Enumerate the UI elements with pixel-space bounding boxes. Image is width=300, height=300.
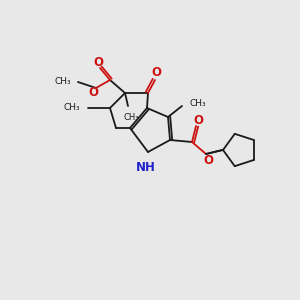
- Text: O: O: [203, 154, 213, 166]
- Text: O: O: [93, 56, 103, 68]
- Text: CH₃: CH₃: [54, 77, 71, 86]
- Text: O: O: [88, 86, 98, 100]
- Text: CH₃: CH₃: [63, 103, 80, 112]
- Text: O: O: [193, 113, 203, 127]
- Text: O: O: [151, 67, 161, 80]
- Text: CH₃: CH₃: [123, 113, 139, 122]
- Text: CH₃: CH₃: [189, 98, 206, 107]
- Text: NH: NH: [136, 161, 156, 174]
